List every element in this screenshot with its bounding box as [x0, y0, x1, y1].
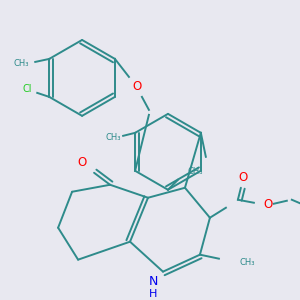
Text: O: O: [238, 171, 248, 184]
Text: H: H: [149, 289, 157, 298]
Text: CH₃: CH₃: [240, 258, 255, 267]
Text: CH₃: CH₃: [105, 133, 121, 142]
Text: O: O: [77, 156, 87, 169]
Text: O: O: [132, 80, 142, 93]
Text: CH₃: CH₃: [14, 59, 29, 68]
Text: O: O: [263, 198, 272, 211]
Text: CH₃: CH₃: [188, 167, 203, 176]
Text: Cl: Cl: [22, 84, 32, 94]
Text: N: N: [148, 275, 158, 288]
